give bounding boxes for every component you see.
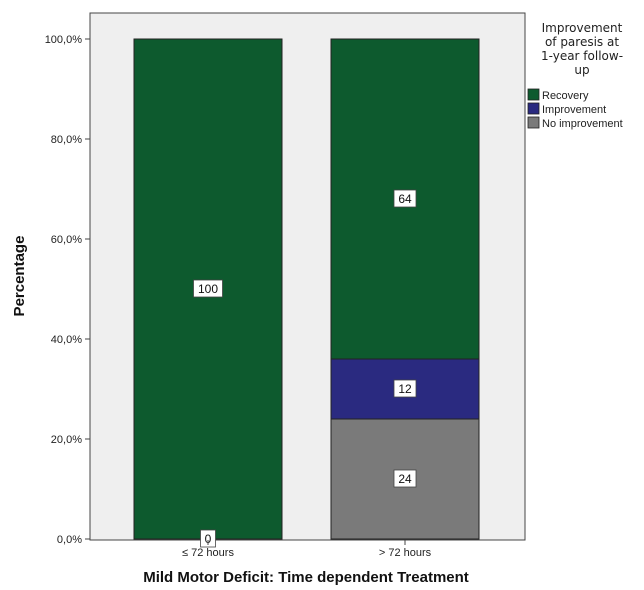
x-tick-label: ≤ 72 hours [182, 547, 234, 559]
y-tick-label: 60,0% [51, 234, 82, 246]
y-tick-label: 20,0% [51, 434, 82, 446]
y-tick-label: 100,0% [45, 34, 83, 46]
data-label-text: 0 [205, 532, 212, 546]
data-label: 64 [393, 189, 417, 208]
data-label-box [393, 469, 417, 488]
legend-swatch [527, 102, 540, 115]
x-axis: ≤ 72 hours > 72 hours [182, 540, 432, 559]
legend-swatch [527, 116, 540, 129]
y-tick-label: 40,0% [51, 334, 82, 346]
data-label: 24 [393, 469, 417, 488]
legend-entry-label: Recovery [542, 90, 589, 102]
data-labels-group: 0 100 24 12 64 [193, 189, 417, 548]
data-label-text: 64 [398, 192, 412, 206]
legend-swatch [527, 88, 540, 101]
data-label-box [393, 189, 417, 208]
data-label-text: 100 [198, 282, 218, 296]
data-label: 100 [193, 279, 223, 298]
legend-title-line: up [574, 63, 589, 77]
y-axis-title: Percentage [11, 236, 28, 317]
data-label-box [193, 279, 223, 298]
data-label-text: 12 [398, 382, 412, 396]
data-label-text: 24 [398, 472, 412, 486]
legend-title-line: 1-year follow- [541, 49, 623, 63]
data-label: 0 [200, 529, 216, 548]
data-label-box [393, 379, 417, 398]
y-axis: 0,0% 20,0% 40,0% 60,0% 80,0% 100,0% [45, 13, 91, 546]
y-tick-label: 0,0% [57, 534, 82, 546]
data-label-box [200, 529, 216, 548]
legend-title-line: Improvement [542, 21, 623, 35]
x-axis-title: Mild Motor Deficit: Time dependent Treat… [143, 569, 469, 586]
legend-entry-label: Improvement [542, 104, 606, 116]
legend-entry-label: No improvement [542, 118, 623, 130]
data-label: 12 [393, 379, 417, 398]
legend-title-line: of paresis at [545, 35, 619, 49]
y-tick-label: 80,0% [51, 134, 82, 146]
x-tick-label: > 72 hours [379, 547, 432, 559]
